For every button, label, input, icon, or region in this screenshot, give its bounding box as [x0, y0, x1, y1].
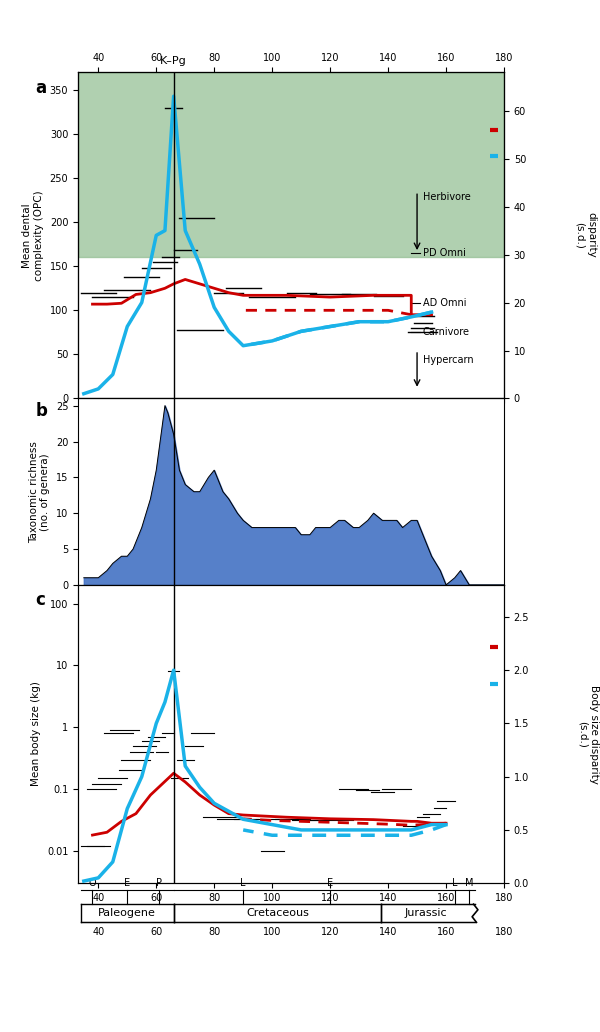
Text: 80: 80 [208, 927, 220, 936]
Text: M: M [465, 878, 473, 889]
Text: P: P [156, 878, 162, 889]
Text: 180: 180 [495, 927, 513, 936]
Text: 140: 140 [379, 927, 397, 936]
Y-axis label: Mean body size (kg): Mean body size (kg) [31, 681, 41, 786]
Text: Jurassic: Jurassic [404, 908, 447, 918]
Text: 40: 40 [92, 927, 104, 936]
Bar [78, 72, 504, 257]
Text: O: O [89, 878, 97, 889]
Text: PD Omni: PD Omni [423, 248, 466, 258]
Text: K–Pg: K–Pg [160, 56, 187, 66]
Text: Cretaceous: Cretaceous [247, 908, 310, 918]
Text: Carnivore: Carnivore [423, 327, 470, 337]
Text: L: L [452, 878, 457, 889]
Text: 160: 160 [437, 927, 455, 936]
Text: Hypercarn: Hypercarn [423, 355, 473, 364]
Y-axis label: Dental-complexity
disparity
(s.d.): Dental-complexity disparity (s.d.) [575, 188, 600, 283]
Text: a: a [35, 78, 47, 97]
Y-axis label: Body size disparity
(s.d.): Body size disparity (s.d.) [578, 684, 599, 783]
Text: 60: 60 [150, 927, 163, 936]
Text: 100: 100 [263, 927, 281, 936]
Text: Paleogene: Paleogene [98, 908, 156, 918]
Y-axis label: Taxonomic richness
(no. of genera): Taxonomic richness (no. of genera) [29, 441, 50, 543]
Text: 120: 120 [321, 927, 340, 936]
Text: E: E [327, 878, 333, 889]
Text: Herbivore: Herbivore [423, 192, 470, 202]
Text: c: c [35, 591, 45, 609]
Y-axis label: Mean dental
complexity (OPC): Mean dental complexity (OPC) [22, 190, 44, 281]
Text: b: b [35, 402, 47, 420]
Text: AD Omni: AD Omni [423, 298, 466, 309]
Text: L: L [241, 878, 246, 889]
Text: E: E [124, 878, 130, 889]
